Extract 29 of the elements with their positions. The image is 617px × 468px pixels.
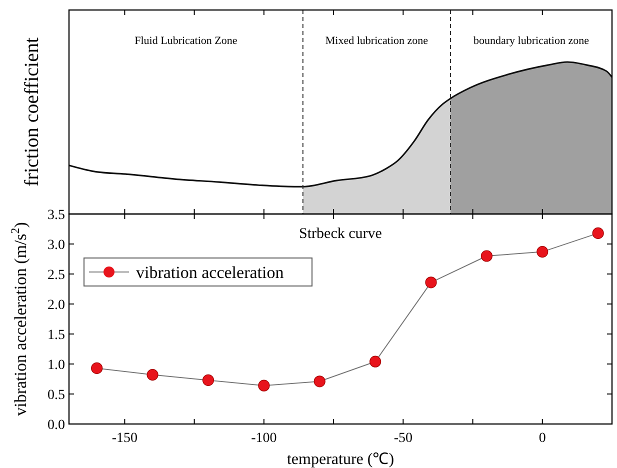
x-tick-label: -50 [394, 431, 412, 446]
point [202, 374, 214, 386]
x-axis-title: temperature (℃) [286, 451, 394, 468]
point [314, 376, 326, 388]
y-tick-label: 1.5 [48, 328, 65, 343]
text: boundary lubrication zone [474, 35, 590, 47]
point [592, 227, 604, 239]
x-tick-label: 0 [538, 431, 546, 446]
y-tick-label: 2.0 [48, 298, 65, 313]
y-tick-label: 0.0 [48, 418, 65, 433]
point [258, 380, 270, 392]
point [370, 356, 382, 368]
y-tick-label: 0.5 [48, 388, 65, 403]
text: Fluid Lubrication Zone [134, 35, 238, 47]
point [91, 362, 103, 374]
legend-label: vibration acceleration [136, 263, 284, 282]
y-tick-label: 3.5 [48, 208, 65, 223]
point [480, 250, 492, 262]
y-tick-label: 1.0 [48, 358, 65, 373]
y-tick-label: 3.0 [48, 238, 65, 253]
y-axis-title: friction coefficient [21, 37, 43, 187]
y-tick-label: 2.5 [48, 268, 65, 283]
point [146, 369, 158, 381]
x-tick-label: -150 [112, 431, 138, 446]
x-tick-label: -100 [251, 431, 277, 446]
point [425, 276, 437, 288]
point [536, 246, 548, 258]
text: Strbeck curve [299, 226, 382, 242]
text: Mixed lubrication zone [325, 35, 428, 47]
